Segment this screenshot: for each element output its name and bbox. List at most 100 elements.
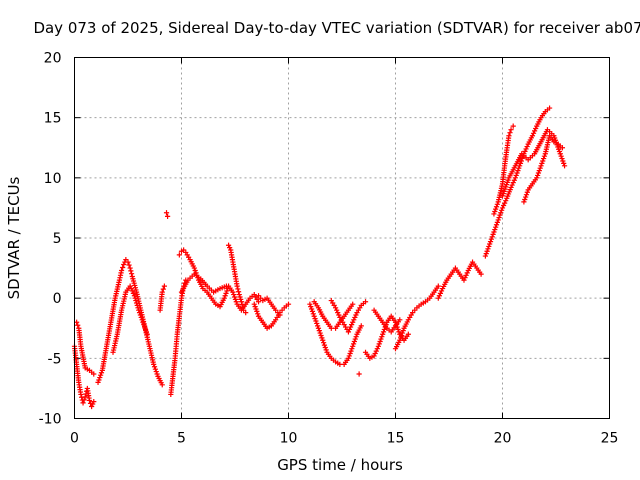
data-point: [438, 288, 445, 294]
data-point: [118, 267, 125, 274]
data-point: [350, 319, 356, 325]
data-point: [546, 105, 553, 111]
data-point: [133, 300, 140, 306]
series-sat-v: [491, 123, 516, 217]
data-point: [561, 160, 567, 166]
data-point: [435, 295, 441, 301]
data-point: [129, 288, 135, 294]
data-point: [515, 168, 521, 174]
data-point: [98, 370, 105, 376]
data-point: [315, 325, 322, 331]
data-point: [191, 265, 197, 271]
data-point: [86, 397, 93, 404]
series-sat-a: [71, 343, 97, 410]
data-point: [227, 245, 233, 251]
data-point: [144, 331, 150, 337]
data-point: [560, 158, 566, 164]
data-point: [255, 299, 262, 305]
data-point: [231, 294, 238, 300]
data-point: [535, 170, 542, 176]
data-point: [161, 283, 167, 289]
data-point: [132, 295, 138, 301]
data-point: [311, 313, 317, 319]
data-point: [159, 382, 165, 388]
data-point: [507, 130, 513, 136]
data-point: [533, 125, 539, 132]
data-point: [335, 310, 341, 316]
data-point: [138, 314, 144, 321]
data-point: [238, 296, 244, 302]
data-point: [519, 155, 525, 162]
data-point: [399, 330, 405, 336]
data-point: [493, 204, 500, 210]
data-point: [351, 338, 358, 345]
data-point: [318, 332, 324, 339]
data-point: [491, 229, 497, 235]
data-point: [513, 172, 519, 179]
data-point: [486, 243, 492, 250]
data-point: [121, 261, 127, 268]
data-point: [559, 145, 566, 151]
data-point: [530, 130, 537, 136]
chart-grid: [74, 57, 610, 419]
data-point: [499, 207, 505, 213]
data-point: [375, 343, 381, 349]
data-point: [127, 265, 133, 271]
data-point: [499, 205, 506, 211]
series-sat-b: [74, 319, 97, 377]
series-sat-f: [163, 210, 171, 219]
data-point: [372, 350, 378, 357]
data-point: [163, 210, 170, 216]
data-point: [521, 199, 527, 205]
x-tick-label: 25: [601, 431, 619, 447]
data-point: [478, 271, 484, 277]
data-point: [435, 283, 441, 289]
data-point: [314, 320, 320, 327]
series-sat-p: [356, 371, 362, 377]
data-point: [496, 214, 502, 221]
data-point: [491, 211, 497, 217]
data-point: [164, 213, 171, 219]
data-point: [352, 336, 358, 342]
data-point: [353, 312, 359, 318]
data-point: [489, 234, 495, 240]
data-point: [130, 290, 136, 296]
chart-axes: 0 5 10 15 20 25 -10 -5 0 5 10 15 20: [39, 51, 619, 447]
data-point: [523, 194, 529, 200]
data-point: [309, 308, 316, 315]
data-point: [487, 239, 494, 245]
data-point: [236, 291, 242, 298]
data-point: [350, 343, 356, 349]
plot-frame: [74, 57, 610, 419]
data-point: [523, 146, 529, 152]
data-point: [396, 329, 402, 335]
y-axis-label: SDTVAR / TECUs: [5, 176, 23, 299]
x-tick-label: 15: [387, 431, 405, 447]
data-point: [395, 326, 401, 333]
data-point: [558, 153, 564, 159]
data-point: [493, 206, 499, 212]
data-point: [494, 201, 500, 207]
data-point: [142, 324, 148, 330]
data-point: [346, 326, 353, 333]
data-point: [493, 224, 499, 230]
data-point: [223, 290, 229, 296]
data-point: [176, 252, 182, 258]
data-point: [374, 346, 380, 352]
data-point: [224, 288, 230, 294]
data-point: [251, 301, 257, 307]
data-point: [487, 241, 493, 247]
data-point: [508, 184, 514, 191]
data-point: [371, 353, 377, 359]
data-point: [320, 337, 326, 343]
data-point: [238, 299, 245, 305]
data-point: [91, 371, 97, 377]
data-point: [539, 160, 545, 166]
data-point: [154, 371, 160, 377]
data-point: [358, 323, 364, 329]
data-point: [541, 153, 548, 159]
series-sat-q: [362, 313, 411, 361]
data-point: [234, 283, 240, 289]
series-sat-j: [225, 242, 249, 316]
data-point: [509, 182, 515, 188]
